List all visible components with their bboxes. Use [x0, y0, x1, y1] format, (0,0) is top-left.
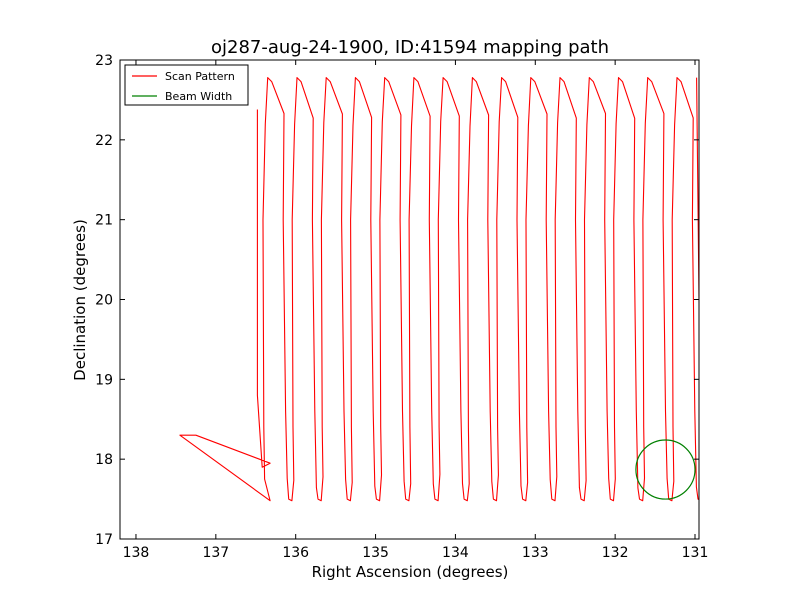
- beam-width-circle: [635, 439, 696, 500]
- plot-area: 138 137 136 135 134 133 132 131 17 18 19 20 21 22 23: [95, 53, 708, 561]
- x-tick-label: 131: [682, 545, 709, 561]
- ticks-layer: 138 137 136 135 134 133 132 131 17 18 19 20 21 22 23: [95, 53, 708, 561]
- chart-title: oj287-aug-24-1900, ID:41594 mapping path: [211, 37, 609, 58]
- y-tick-label: 18: [95, 452, 113, 468]
- x-tick-label: 138: [123, 545, 150, 561]
- y-tick-label: 22: [95, 133, 113, 149]
- y-axis-label: Declination (degrees): [71, 219, 89, 381]
- y-tick-label: 21: [95, 213, 113, 229]
- x-tick-label: 133: [522, 545, 549, 561]
- x-tick-label: 136: [282, 545, 309, 561]
- x-tick-label: 134: [442, 545, 469, 561]
- x-tick-label: 135: [362, 545, 389, 561]
- y-tick-label: 23: [95, 53, 113, 69]
- legend-label-scan-pattern: Scan Pattern: [165, 70, 235, 83]
- x-axis-label: Right Ascension (degrees): [312, 563, 509, 581]
- y-tick-label: 20: [95, 293, 113, 309]
- series-layer: [179, 77, 699, 502]
- y-tick-label: 17: [95, 532, 113, 548]
- scan-pattern-line: [179, 77, 699, 502]
- x-tick-label: 132: [602, 545, 629, 561]
- legend-box: [124, 64, 249, 106]
- legend-label-beam-width: Beam Width: [165, 90, 232, 103]
- y-tick-label: 19: [95, 372, 113, 388]
- legend: Scan Pattern Beam Width: [124, 64, 249, 106]
- x-tick-label: 137: [202, 545, 229, 561]
